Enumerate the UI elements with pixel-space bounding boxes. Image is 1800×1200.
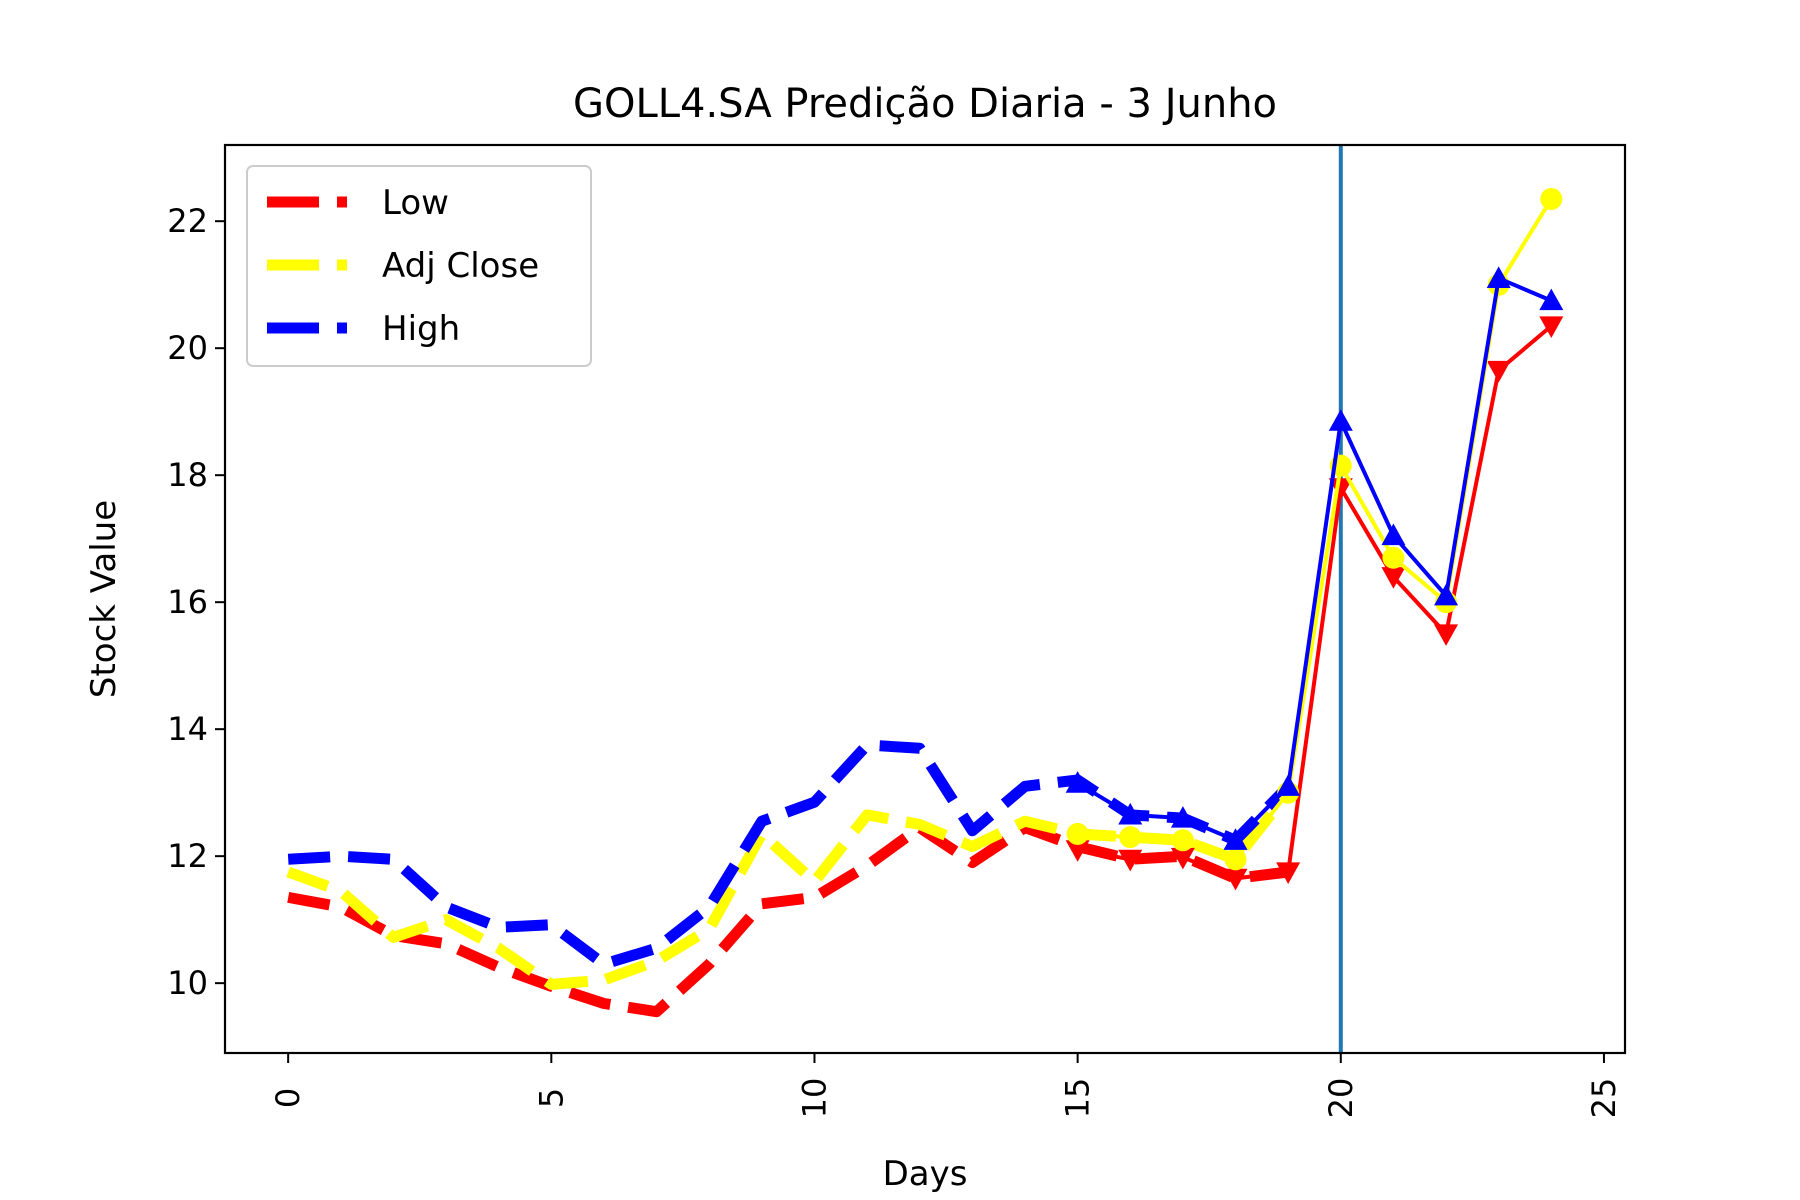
series-high-point — [1381, 523, 1406, 546]
y-tick-label: 10 — [167, 964, 208, 1002]
series-low-historical-line — [287, 822, 1289, 1018]
x-tick-label: 10 — [795, 1078, 833, 1119]
series-adj-close-historical-line — [286, 789, 1293, 990]
series-low-point — [1170, 847, 1195, 870]
x-tick-label: 5 — [532, 1088, 570, 1108]
series-high-point — [1434, 583, 1459, 606]
series-low-point — [1381, 567, 1406, 589]
legend: Low Adj Close High — [246, 165, 592, 367]
y-tick-label: 20 — [167, 329, 208, 367]
y-tick-label: 12 — [167, 837, 208, 875]
x-axis-label: Days — [883, 1154, 968, 1194]
series-adj-close-point — [1066, 822, 1089, 845]
series-adj-close-point — [1224, 848, 1247, 871]
series-high-point — [1118, 802, 1143, 825]
axis-ticks: 0 5 10 15 20 25 10 12 14 16 18 20 22 — [167, 202, 1623, 1118]
series-high-point — [1276, 774, 1301, 796]
y-tick-label: 22 — [167, 202, 208, 240]
plot-area — [286, 145, 1564, 1053]
series-low-forecast-line — [1077, 324, 1553, 881]
series-high-point — [1223, 828, 1248, 850]
y-tick-label: 16 — [167, 583, 208, 621]
chart-title: GOLL4.SA Predição Diaria - 3 Junho — [573, 81, 1277, 127]
x-tick-label: 25 — [1585, 1078, 1623, 1119]
series-low-point — [1223, 868, 1248, 891]
series-low-point — [1118, 849, 1143, 872]
series-high-forecast-line — [1076, 276, 1553, 843]
series-low-point — [1486, 360, 1511, 383]
series-high-point — [1170, 806, 1195, 828]
series-high-point — [1539, 288, 1564, 311]
plot-frame — [223, 143, 1627, 1055]
series-adj-close-point — [1382, 546, 1405, 569]
series-low-point — [1065, 840, 1090, 862]
series-adj-close-point — [1540, 187, 1563, 210]
x-tick-label: 20 — [1322, 1078, 1360, 1119]
x-tick-label: 0 — [269, 1088, 307, 1108]
series-high-point — [1486, 266, 1511, 288]
series-low-point — [1276, 862, 1301, 885]
legend-label-high: High — [382, 309, 460, 349]
series-low-point — [1539, 316, 1564, 338]
y-tick-label: 18 — [167, 456, 208, 494]
series-adj-close-point — [1119, 826, 1142, 849]
y-axis-label: Stock Value — [84, 500, 124, 698]
series-adj-close-forecast-line — [1077, 197, 1554, 862]
series-high-point — [1328, 409, 1353, 431]
series-low-point — [1434, 624, 1459, 646]
y-tick-label: 14 — [167, 710, 208, 748]
legend-label-low: Low — [382, 183, 449, 223]
series-low-point — [1328, 478, 1353, 500]
series-high-point — [1065, 771, 1090, 793]
legend-frame — [246, 165, 592, 367]
x-tick-label: 15 — [1059, 1078, 1097, 1119]
series-adj-close-point — [1171, 829, 1194, 852]
legend-label-adj-close: Adj Close — [382, 246, 539, 286]
